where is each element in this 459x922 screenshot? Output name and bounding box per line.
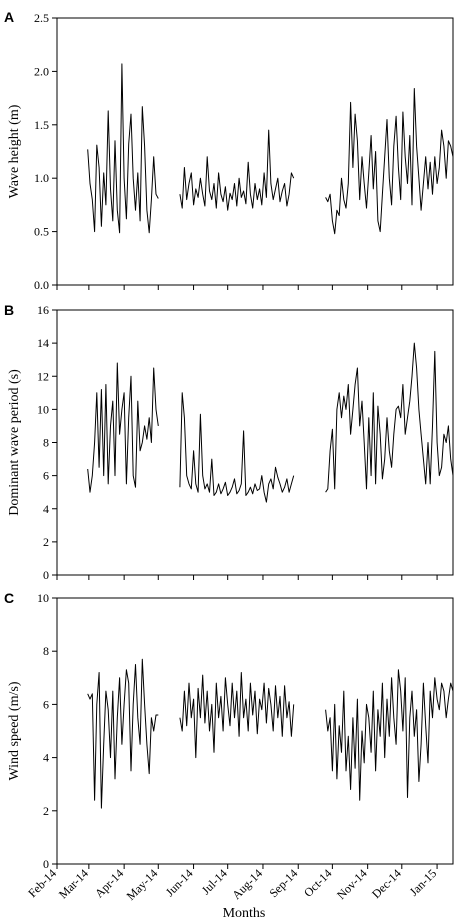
x-tick-label: Oct-14 [301,866,334,899]
x-tick-label: Jun-14 [163,866,196,899]
y-tick-label: 4 [43,502,49,516]
y-tick-label: 0 [43,857,49,871]
plot-frame [56,597,454,865]
panel-letter: C [4,590,14,606]
y-axis-title: Wave height (m) [7,104,22,198]
series-line-segment-3 [325,88,454,235]
y-tick-label: 16 [37,303,49,317]
x-tick-label: Feb-14 [25,866,59,900]
y-axis-title: Dominant wave period (s) [7,369,22,516]
x-tick-label: Aug-14 [229,866,265,902]
x-tick-label: Jul-14 [199,866,230,897]
y-tick-label: 2.5 [34,11,49,25]
y-tick-label: 4 [43,751,49,765]
y-axis-title: Wind speed (m/s) [7,681,22,780]
y-tick-label: 1.0 [34,171,49,185]
x-tick-label: Dec-14 [369,866,404,901]
y-tick-label: 8 [43,644,49,658]
y-tick-label: 2 [43,804,49,818]
panels: A 0.0 0.5 1.0 1.5 2.0 2.5 Wave height (m) B 0 2 4 6 8… [4,9,454,903]
y-tick-label: 6 [43,469,49,483]
y-tick-label: 6 [43,697,49,711]
y-tick-label: 10 [37,591,49,605]
series-line-segment-1 [87,658,159,809]
y-tick-label: 2 [43,535,49,549]
x-tick-label: Apr-14 [92,866,126,900]
x-axis-title: Months [223,906,266,921]
y-tick-label: 0.0 [34,278,49,292]
plot-frame [56,17,454,286]
series-line-segment-3 [325,342,454,493]
y-tick-label: 8 [43,436,49,450]
y-tick-label: 2.0 [34,64,49,78]
series-line-segment-2 [179,392,295,503]
panel-letter: B [4,302,14,318]
series-line-segment-3 [325,669,454,801]
x-tick-label: Sep-14 [266,866,300,900]
y-tick-label: 1.5 [34,118,49,132]
y-tick-label: 0.5 [34,225,49,239]
x-tick-label: Mar-14 [56,866,91,901]
x-tick-label: May-14 [124,866,161,903]
panel-a: A 0.0 0.5 1.0 1.5 2.0 2.5 Wave height (m) [4,9,454,292]
panel-letter: A [4,9,14,25]
series-line-segment-1 [87,63,159,234]
panel-b: B 0 2 4 6 8 10 12 14 16 Dominant wave period (s) [4,302,454,582]
series-line-segment-1 [87,362,159,493]
x-tick-label: Nov-14 [334,866,370,902]
x-tick-label: Jan-15 [407,866,440,899]
y-tick-label: 10 [37,402,49,416]
y-tick-label: 14 [37,336,49,350]
series-line-segment-2 [179,129,295,211]
y-tick-label: 0 [43,568,49,582]
y-tick-label: 12 [37,369,49,383]
series-line-segment-2 [179,672,295,759]
